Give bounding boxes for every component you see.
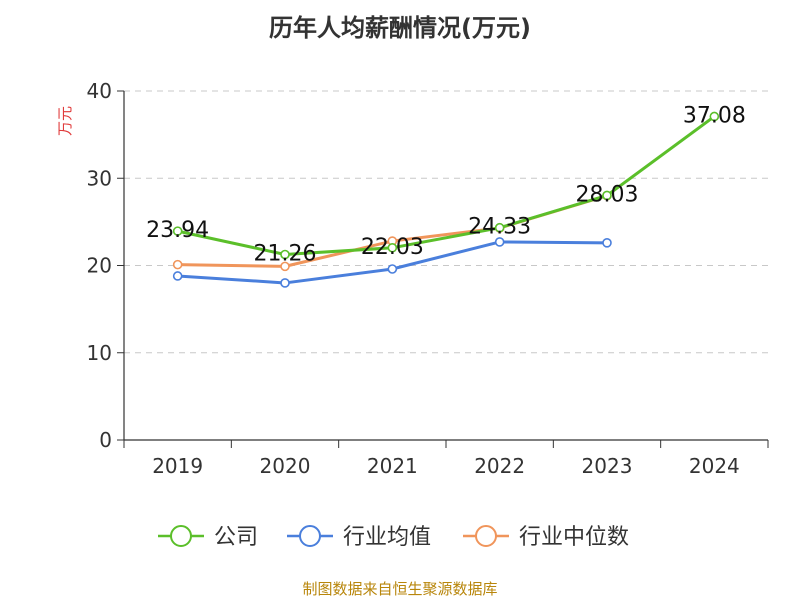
legend-swatch-marker xyxy=(170,525,192,547)
data-point-公司 xyxy=(387,242,398,253)
data-point-行业均值 xyxy=(280,278,290,288)
data-point-行业中位数 xyxy=(280,261,290,272)
data-label-2022: 24.33 xyxy=(468,215,531,240)
y-tick-label-40: 40 xyxy=(87,79,112,103)
data-point-公司 xyxy=(494,222,505,233)
legend-item-公司: 公司 xyxy=(158,525,258,550)
data-label-2023: 28.03 xyxy=(576,182,639,207)
data-source-note: 制图数据来自恒生聚源数据库 xyxy=(302,580,498,598)
x-tick-label-2020: 2020 xyxy=(260,454,311,478)
chart-title: 历年人均薪酬情况(万元) xyxy=(269,14,531,42)
legend-label: 公司 xyxy=(214,525,258,550)
legend-label: 行业中位数 xyxy=(519,525,629,550)
series-lines xyxy=(172,111,720,288)
legend-item-行业中位数: 行业中位数 xyxy=(463,525,629,550)
data-point-行业均值 xyxy=(494,237,505,247)
data-point-公司 xyxy=(709,111,720,122)
y-tick-label-10: 10 xyxy=(87,341,112,365)
data-point-行业均值 xyxy=(387,264,398,274)
grid-lines xyxy=(124,90,768,354)
series-line-公司 xyxy=(177,115,716,257)
x-tick-label-2021: 2021 xyxy=(367,454,418,478)
data-point-公司 xyxy=(602,190,612,201)
data-point-行业均值 xyxy=(602,238,612,248)
data-point-行业均值 xyxy=(172,271,183,281)
y-axis-label: 万元 xyxy=(56,106,74,136)
data-label-2019: 23.94 xyxy=(146,218,209,243)
y-tick-label-30: 30 xyxy=(87,166,112,190)
legend-item-行业均值: 行业均值 xyxy=(287,525,431,550)
axes: 0 10 20 30 40 2019 2020 2021 2022 2023 2024 万元 xyxy=(56,79,769,478)
legend: 公司 行业均值 行业中位数 xyxy=(158,525,629,550)
x-tick-label-2024: 2024 xyxy=(689,454,740,478)
y-tick-label-20: 20 xyxy=(87,254,112,278)
legend-swatch-marker xyxy=(299,525,321,547)
y-tick-label-0: 0 xyxy=(99,428,112,452)
x-tick-label-2023: 2023 xyxy=(582,454,633,478)
data-label-2021: 22.03 xyxy=(361,235,424,260)
data-label-2020: 21.26 xyxy=(254,242,317,267)
legend-swatch-marker xyxy=(475,525,497,547)
legend-label: 行业均值 xyxy=(343,525,431,550)
data-labels: 23.94 21.26 22.03 24.33 28.03 37.08 xyxy=(146,103,746,266)
data-point-公司 xyxy=(172,226,183,236)
x-tick-label-2022: 2022 xyxy=(474,454,525,478)
data-point-行业中位数 xyxy=(172,259,183,270)
x-tick-label-2019: 2019 xyxy=(152,454,203,478)
data-point-公司 xyxy=(280,249,290,260)
data-label-2024: 37.08 xyxy=(683,103,746,128)
